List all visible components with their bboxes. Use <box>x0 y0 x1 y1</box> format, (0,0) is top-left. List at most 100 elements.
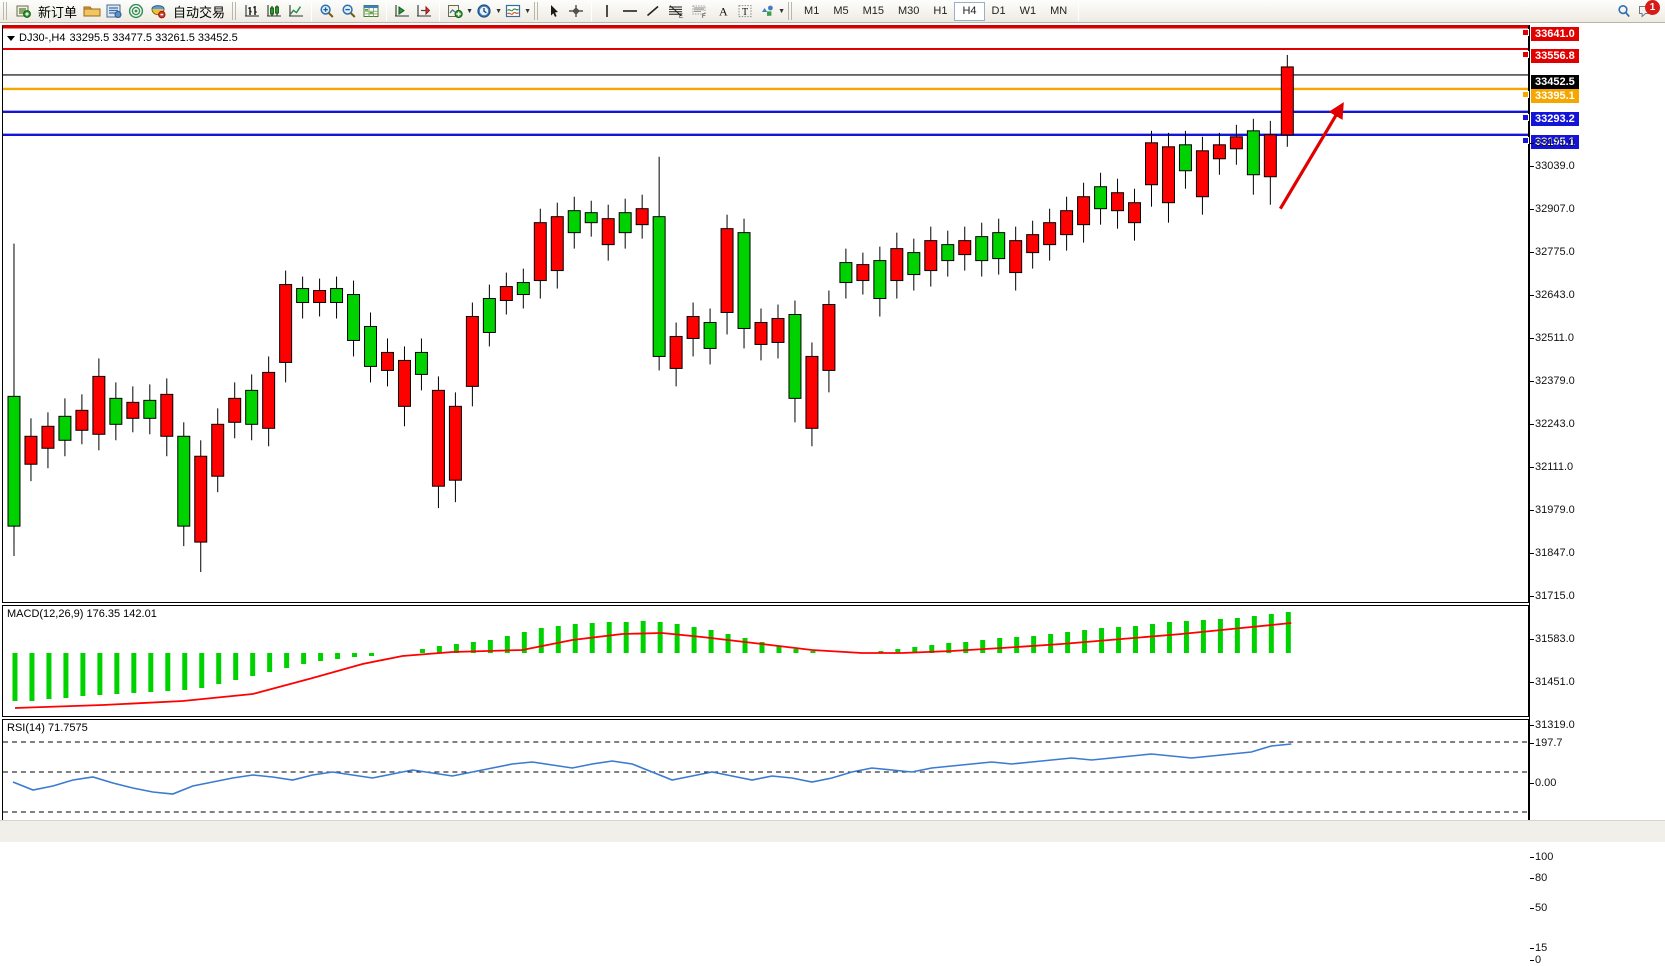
shapes-icon[interactable] <box>756 1 778 22</box>
toolbar-grip[interactable] <box>3 2 9 20</box>
auto-scroll-icon[interactable] <box>413 1 435 22</box>
rsi-panel[interactable]: RSI(14) 71.7575 <box>2 719 1529 829</box>
price-level-handle-2[interactable] <box>1522 51 1529 58</box>
price-level-label-support-2: 33195.1 <box>1531 135 1579 149</box>
price-tick: 31451.0 <box>1530 676 1575 688</box>
indicator-add-icon[interactable] <box>444 1 466 22</box>
chart-menu-icon[interactable] <box>7 35 15 41</box>
timeframe-m5[interactable]: M5 <box>833 5 849 17</box>
vertical-line-icon[interactable] <box>596 1 618 22</box>
chevron-down-icon-3[interactable]: ▼ <box>524 7 531 15</box>
grid-icon[interactable] <box>360 1 382 22</box>
macd-scale-tick: 197.7 <box>1530 737 1563 749</box>
price-tick: 31847.0 <box>1530 547 1575 559</box>
line-chart-icon[interactable] <box>285 1 307 22</box>
templates-icon[interactable] <box>502 1 524 22</box>
price-tick: 32243.0 <box>1530 418 1575 430</box>
price-tick: 31979.0 <box>1530 504 1575 516</box>
price-tick: 33039.0 <box>1530 160 1575 172</box>
svg-text:A: A <box>719 5 728 19</box>
price-tick: 32907.0 <box>1530 203 1575 215</box>
price-level-handle-4[interactable] <box>1522 114 1529 121</box>
zoom-out-icon[interactable] <box>338 1 360 22</box>
svg-text:F: F <box>702 14 706 19</box>
macd-label: MACD(12,26,9) 176.35 142.01 <box>7 608 160 620</box>
rsi-scale-tick: 50 <box>1529 902 1548 914</box>
macd-signal-line <box>14 622 1292 709</box>
chevron-down-icon-2[interactable]: ▼ <box>495 7 502 15</box>
macd-layer <box>12 612 1292 709</box>
svg-text:T: T <box>742 7 748 18</box>
bar-chart-icon[interactable] <box>241 1 263 22</box>
timeframe-h1[interactable]: H1 <box>933 5 948 17</box>
new-order-icon[interactable] <box>12 1 34 22</box>
timeframe-mn[interactable]: MN <box>1050 5 1068 17</box>
chart-symbol: DJ30-,H4 <box>19 32 66 44</box>
timeframe-m1[interactable]: M1 <box>804 5 820 17</box>
text-label-icon[interactable]: F <box>688 1 712 22</box>
rsi-line <box>12 743 1292 795</box>
price-tick: 31583.0 <box>1530 633 1575 645</box>
timeframe-m15[interactable]: M15 <box>862 5 884 17</box>
svg-text:E: E <box>679 14 683 19</box>
timeframe-h4[interactable]: H4 <box>954 1 985 21</box>
autotrade-label[interactable]: 自动交易 <box>173 4 226 20</box>
alerts-icon[interactable]: 1 <box>1635 0 1660 22</box>
price-scale[interactable]: 33641.0 33556.8 33452.5 33395.1 33293.2 … <box>1522 25 1665 966</box>
price-level-handle-3[interactable] <box>1522 91 1529 98</box>
timeframe-d1[interactable]: D1 <box>991 5 1006 17</box>
toolbar-grip-3[interactable] <box>534 2 541 20</box>
rsi-level-lines <box>3 741 1528 813</box>
price-tick: 32643.0 <box>1530 289 1575 301</box>
object-text-icon[interactable]: T <box>734 1 756 22</box>
cursor-icon[interactable] <box>543 1 565 22</box>
price-level-label-pivot: 33395.1 <box>1531 89 1579 103</box>
price-tick: 32511.0 <box>1530 332 1574 344</box>
expert-advisor-icon[interactable] <box>147 1 169 22</box>
crosshair-icon[interactable] <box>565 1 587 22</box>
shift-end-icon[interactable] <box>391 1 413 22</box>
rsi-layer <box>3 741 1528 813</box>
price-tick: 33171.0 <box>1530 137 1575 149</box>
timeframe-w1[interactable]: W1 <box>1019 5 1037 17</box>
chart-workspace[interactable]: DJ30-,H4 33295.5 33477.5 33261.5 33452.5 <box>0 23 1665 966</box>
new-order-label[interactable]: 新订单 <box>38 4 78 20</box>
price-level-label-support-1: 33293.2 <box>1531 112 1579 126</box>
price-tick: 31319.0 <box>1530 719 1575 731</box>
price-candles-layer <box>3 27 1528 573</box>
price-level-handle-1[interactable] <box>1522 29 1529 36</box>
price-tick: 32775.0 <box>1530 246 1575 258</box>
chart-ohlc: 33295.5 33477.5 33261.5 33452.5 <box>69 32 238 44</box>
toolbar-grip-4[interactable] <box>788 2 795 20</box>
rsi-scale-tick: 100 <box>1529 851 1554 863</box>
news-icon[interactable] <box>103 1 125 22</box>
horizontal-scrollbar[interactable] <box>0 820 1665 842</box>
trendline-icon[interactable] <box>642 1 664 22</box>
toolbar-grip-2[interactable] <box>232 2 239 20</box>
rsi-scale-tick: 80 <box>1529 872 1548 884</box>
macd-panel[interactable]: MACD(12,26,9) 176.35 142.01 <box>2 605 1529 717</box>
horizontal-line-icon[interactable] <box>618 1 642 22</box>
price-tick: 31715.0 <box>1530 590 1575 602</box>
folder-icon[interactable] <box>81 1 103 22</box>
chart-title-row: DJ30-,H4 33295.5 33477.5 33261.5 33452.5 <box>7 32 238 44</box>
signal-icon[interactable] <box>125 1 147 22</box>
search-icon[interactable] <box>1613 1 1635 22</box>
period-clock-icon[interactable] <box>473 1 495 22</box>
up-arrow-annotation <box>1278 102 1344 210</box>
price-level-label-resistance-2: 33556.8 <box>1531 49 1579 63</box>
macd-histogram <box>12 612 1291 701</box>
text-icon[interactable]: A <box>712 1 734 22</box>
chevron-down-icon-4[interactable]: ▼ <box>778 7 785 15</box>
price-tick: 32111.0 <box>1529 461 1574 473</box>
timeframe-m30[interactable]: M30 <box>898 5 920 17</box>
candlestick-series <box>7 54 1294 573</box>
candlestick-chart-icon[interactable] <box>263 1 285 22</box>
chevron-down-icon[interactable]: ▼ <box>466 7 473 15</box>
fibonacci-icon[interactable]: E <box>664 1 688 22</box>
price-tick: 32379.0 <box>1530 375 1575 387</box>
zoom-in-icon[interactable] <box>316 1 338 22</box>
rsi-scale-tick: 15 <box>1529 942 1548 954</box>
price-panel[interactable]: DJ30-,H4 33295.5 33477.5 33261.5 33452.5 <box>2 25 1529 603</box>
price-level-handle-5[interactable] <box>1522 137 1529 144</box>
